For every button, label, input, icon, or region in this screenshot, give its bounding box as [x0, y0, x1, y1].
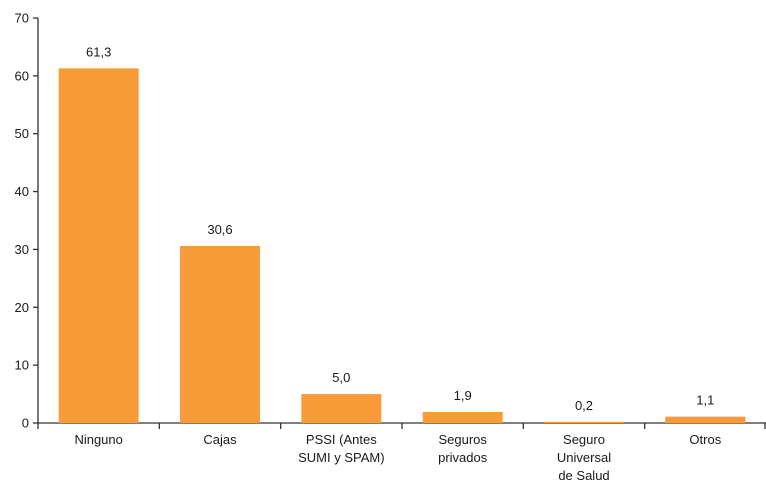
category-label-line: PSSI (Antes	[306, 432, 377, 447]
y-tick-label: 60	[15, 68, 29, 83]
category-label-line: Seguro	[563, 432, 605, 447]
data-label-5: 0,2	[575, 398, 593, 413]
data-label-4: 1,9	[454, 388, 472, 403]
category-label-4: Seguros privados	[438, 432, 488, 465]
bar-1	[58, 68, 139, 423]
y-tick-label: 10	[15, 358, 29, 373]
category-label-line: privados	[438, 450, 488, 465]
data-label-6: 1,1	[696, 393, 714, 408]
bar-3	[301, 394, 382, 423]
value-labels: 61,3 30,6 5,0 1,9 0,2 1,1	[86, 44, 714, 413]
category-label-6: Otros	[689, 432, 721, 447]
category-label-line: SUMI y SPAM)	[298, 450, 384, 465]
y-tick-label: 50	[15, 126, 29, 141]
bar-4	[422, 412, 503, 423]
y-tick-label: 20	[15, 300, 29, 315]
category-label-5: Seguro Universal de Salud	[557, 432, 611, 483]
y-tick-label: 0	[22, 416, 29, 431]
category-label-line: Cajas	[203, 432, 237, 447]
category-label-2: Cajas	[203, 432, 237, 447]
category-label-3: PSSI (Antes SUMI y SPAM)	[298, 432, 384, 465]
x-axis	[37, 422, 766, 429]
data-label-2: 30,6	[207, 222, 232, 237]
category-label-line: Seguros	[438, 432, 487, 447]
y-axis: 0 10 20 30 40 50 60 70	[15, 11, 39, 431]
bars	[58, 68, 746, 423]
bar-6	[665, 416, 746, 423]
category-labels: Ninguno Cajas PSSI (Antes SUMI y SPAM) Segur…	[74, 432, 721, 483]
y-tick-label: 30	[15, 242, 29, 257]
category-label-line: Universal	[557, 450, 611, 465]
category-label-line: Otros	[689, 432, 721, 447]
data-label-1: 61,3	[86, 44, 111, 59]
bar-2	[180, 245, 260, 423]
bar-5	[544, 421, 624, 423]
category-label-1: Ninguno	[74, 432, 122, 447]
category-label-line: de Salud	[558, 468, 609, 483]
category-label-line: Ninguno	[74, 432, 122, 447]
y-tick-label: 70	[15, 11, 29, 26]
data-label-3: 5,0	[332, 370, 350, 385]
y-tick-label: 40	[15, 184, 29, 199]
